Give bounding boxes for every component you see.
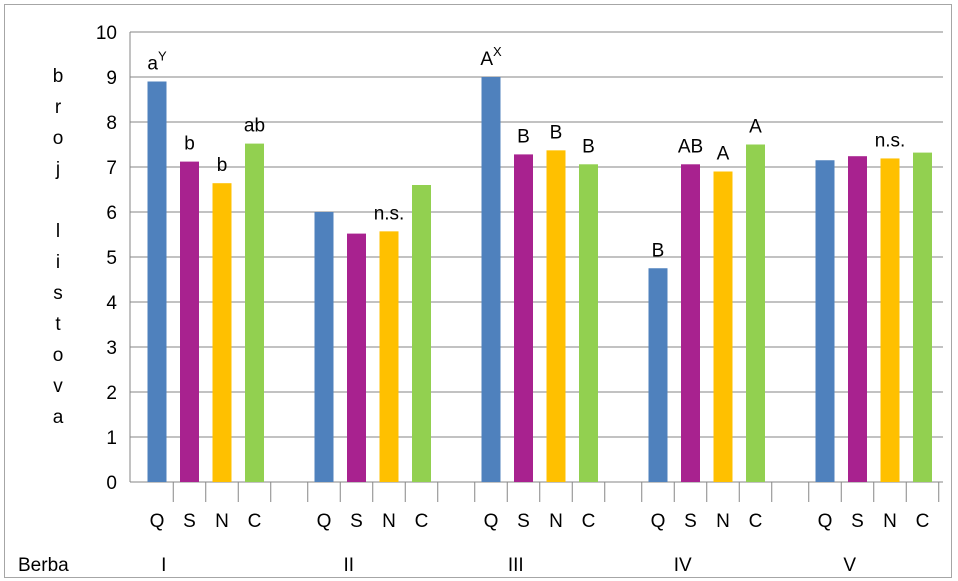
- bar-s-v: [848, 156, 867, 482]
- bar-s-i: [180, 161, 199, 482]
- y-tick-label: 10: [96, 23, 117, 44]
- x-tick-label: C: [582, 511, 596, 532]
- group-label: III: [508, 555, 524, 576]
- data-annotation: ab: [244, 116, 265, 137]
- annotation-superscript: Y: [158, 49, 167, 64]
- annotation-letter: B: [652, 240, 665, 261]
- x-tick-label: C: [916, 511, 930, 532]
- x-tick-label: S: [684, 511, 697, 532]
- bar-c-iii: [579, 164, 598, 483]
- bar-q-v: [815, 160, 835, 482]
- bar-c-ii: [412, 185, 431, 482]
- y-axis-title-letter: o: [53, 345, 64, 366]
- y-axis-title-letter: t: [55, 314, 61, 335]
- data-annotation: aY: [147, 49, 167, 75]
- bar-q-iv: [648, 268, 668, 482]
- y-axis-title-letter: a: [53, 407, 64, 428]
- y-tick-label: 7: [106, 158, 117, 179]
- x-axis-title: Berba: [18, 555, 69, 576]
- x-tick-label: Q: [150, 511, 165, 532]
- annotation-letter: n.s.: [374, 203, 405, 224]
- y-axis-title-letter: i: [56, 252, 60, 273]
- bar-q-iii: [481, 77, 501, 482]
- x-tick-label: N: [883, 511, 897, 532]
- annotation-letter: b: [217, 155, 228, 176]
- bar-n-v: [880, 158, 900, 482]
- annotation-letter: A: [717, 144, 730, 165]
- bar-q-i: [147, 81, 167, 482]
- bar-n-iii: [546, 150, 566, 482]
- y-tick-label: 0: [106, 473, 117, 494]
- group-label: V: [843, 555, 856, 576]
- x-tick-label: N: [215, 511, 229, 532]
- bar-s-iii: [514, 154, 533, 482]
- annotation-letter: A: [480, 49, 493, 70]
- x-tick-label: N: [549, 511, 563, 532]
- data-annotation: b: [184, 134, 195, 155]
- y-tick-label: 3: [106, 338, 117, 359]
- y-axis-title-letter: l: [56, 221, 60, 242]
- x-tick-label: C: [248, 511, 262, 532]
- group-label: II: [343, 555, 354, 576]
- x-tick-label: N: [716, 511, 730, 532]
- bar-c-v: [913, 152, 932, 482]
- data-annotation: B: [517, 126, 530, 147]
- x-tick-label: C: [415, 511, 429, 532]
- data-annotation: n.s.: [374, 203, 405, 224]
- annotation-letter: AB: [678, 136, 703, 157]
- x-tick-label: S: [517, 511, 530, 532]
- y-axis-title-letter: s: [53, 283, 63, 304]
- bar-q-ii: [314, 212, 334, 482]
- x-tick-label: N: [382, 511, 396, 532]
- data-annotation: n.s.: [875, 130, 906, 151]
- data-annotation: B: [550, 122, 563, 143]
- x-tick-label: C: [749, 511, 763, 532]
- data-annotation: B: [652, 240, 665, 261]
- group-label: I: [161, 555, 166, 576]
- y-tick-label: 5: [106, 248, 117, 269]
- data-annotation: A: [749, 117, 762, 138]
- x-tick-label: Q: [317, 511, 332, 532]
- data-annotation: A: [717, 144, 730, 165]
- y-tick-label: 1: [106, 428, 117, 449]
- y-tick-label: 8: [106, 113, 117, 134]
- y-axis-title-letter: r: [55, 97, 62, 118]
- x-tick-label: S: [350, 511, 363, 532]
- annotation-letter: b: [184, 134, 195, 155]
- data-annotation: AB: [678, 136, 703, 157]
- y-tick-label: 6: [106, 203, 117, 224]
- y-axis-title-letter: j: [55, 159, 60, 180]
- annotation-letter: n.s.: [875, 130, 906, 151]
- bar-c-iv: [746, 144, 765, 482]
- annotation-superscript: X: [493, 44, 502, 59]
- bar-n-i: [212, 183, 232, 482]
- annotation-letter: a: [147, 54, 158, 75]
- y-axis-title-letter: v: [53, 376, 63, 397]
- x-tick-label: S: [183, 511, 196, 532]
- data-annotation: AX: [480, 44, 502, 70]
- y-tick-label: 2: [106, 383, 117, 404]
- data-annotation: b: [217, 155, 228, 176]
- x-tick-label: Q: [651, 511, 666, 532]
- bar-n-iv: [713, 171, 733, 482]
- y-tick-label: 9: [106, 68, 117, 89]
- annotation-letter: B: [517, 126, 530, 147]
- bar-n-ii: [379, 231, 399, 482]
- bar-s-ii: [347, 233, 366, 482]
- annotation-letter: B: [550, 122, 563, 143]
- bar-s-iv: [681, 164, 700, 483]
- y-tick-label: 4: [106, 293, 117, 314]
- data-annotation: B: [582, 136, 595, 157]
- bar-c-i: [245, 143, 264, 482]
- annotation-letter: A: [749, 117, 762, 138]
- annotation-letter: ab: [244, 116, 265, 137]
- x-tick-label: Q: [818, 511, 833, 532]
- group-label: IV: [674, 555, 692, 576]
- y-axis-title-letter: b: [53, 66, 64, 87]
- x-tick-label: S: [851, 511, 864, 532]
- annotation-letter: B: [582, 136, 595, 157]
- x-tick-label: Q: [484, 511, 499, 532]
- y-axis-title-letter: o: [53, 128, 64, 149]
